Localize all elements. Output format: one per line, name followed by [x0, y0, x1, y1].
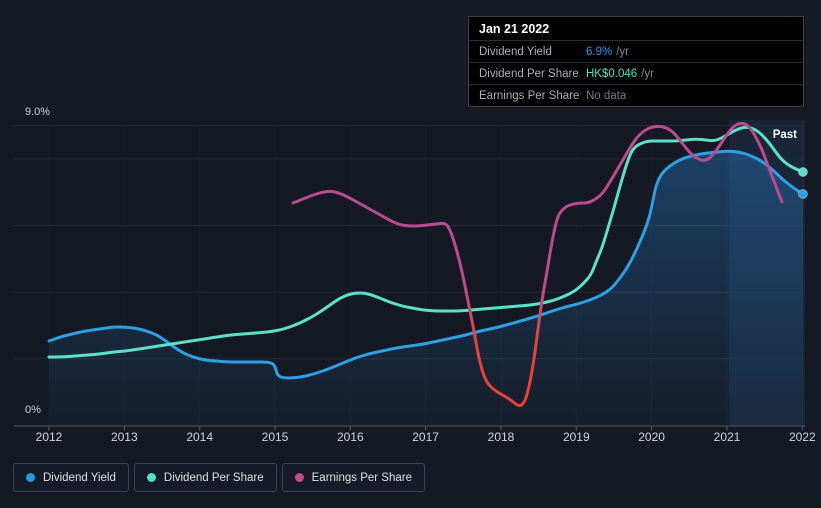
x-tick-label-2021: 2021	[713, 430, 741, 444]
x-tick-label-2012: 2012	[35, 430, 63, 444]
legend-item-label: Earnings Per Share	[311, 471, 412, 484]
y-axis-label-min: 0%	[25, 404, 41, 416]
legend-dot-icon	[26, 473, 35, 482]
dividend-per-share-end-dot[interactable]	[798, 167, 808, 177]
dividend-yield-area	[49, 151, 803, 426]
tooltip-row-unit: /yr	[641, 67, 654, 80]
x-tick-label-2022: 2022	[788, 430, 816, 444]
y-axis-label-max: 9.0%	[25, 106, 51, 118]
tooltip-row-unit: /yr	[616, 45, 629, 58]
tooltip-row-label: Dividend Yield	[479, 45, 552, 58]
legend-item-label: Dividend Per Share	[163, 471, 264, 484]
legend-item-dividend-per-share[interactable]: Dividend Per Share	[133, 463, 277, 492]
x-tick-label-2013: 2013	[110, 430, 138, 444]
legend-dot-icon	[294, 473, 304, 482]
x-tick-label-2015: 2015	[261, 430, 289, 444]
tooltip-row-value: 6.9%	[586, 45, 613, 58]
earnings-per-share-line[interactable]	[291, 121, 784, 408]
chart-tooltip: Jan 21 2022 Dividend Yield 6.9%/yr Dividen…	[468, 16, 804, 107]
tooltip-row-label: Dividend Per Share	[479, 67, 579, 80]
tooltip-row-1: Dividend Per Share HK$0.046/yr	[469, 62, 803, 84]
dividend-yield-line[interactable]	[47, 149, 805, 380]
x-tick-label-2018: 2018	[487, 430, 515, 444]
tooltip-row-value: No data	[586, 89, 627, 102]
x-tick-label-2017: 2017	[412, 430, 439, 444]
x-tick-label-2020: 2020	[638, 430, 665, 444]
dividend-per-share-line[interactable]	[47, 125, 805, 359]
x-tick-label-2014: 2014	[186, 430, 214, 444]
tooltip-row-value: HK$0.046	[586, 67, 638, 80]
x-tick-label-2019: 2019	[562, 430, 590, 444]
past-label: Past	[772, 129, 797, 141]
tooltip-row-label: Earnings Per Share	[479, 89, 580, 102]
chart-legend: Dividend Yield Dividend Per Share Earnings…	[13, 463, 425, 492]
legend-item-earnings-per-share[interactable]: Earnings Per Share	[281, 463, 425, 492]
tooltip-row-0: Dividend Yield 6.9%/yr	[469, 40, 803, 62]
tooltip-rows: Dividend Yield 6.9%/yr Dividend Per Share H…	[469, 40, 803, 106]
legend-item-dividend-yield[interactable]: Dividend Yield	[13, 463, 129, 492]
tooltip-row-2: Earnings Per Share No data	[469, 84, 803, 106]
tooltip-date: Jan 21 2022	[479, 22, 550, 36]
x-tick-label-2016: 2016	[336, 430, 364, 444]
dividend-yield-end-dot[interactable]	[798, 189, 808, 199]
legend-dot-icon	[146, 473, 156, 482]
legend-item-label: Dividend Yield	[43, 471, 116, 484]
